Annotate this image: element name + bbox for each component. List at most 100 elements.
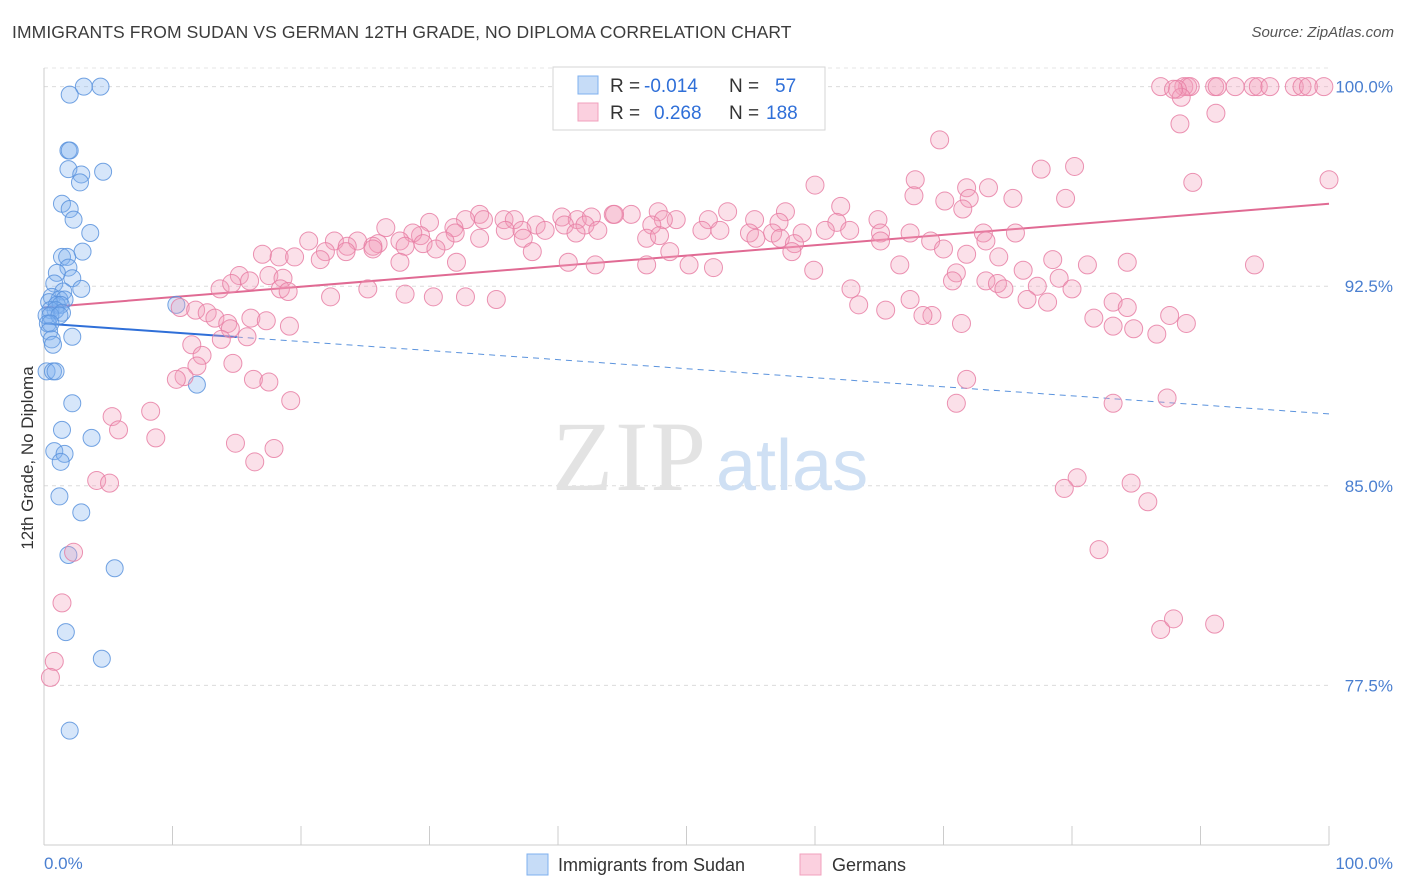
germans-point-151 <box>900 290 920 310</box>
germans-point-131 <box>987 274 1007 294</box>
germans-point-144 <box>278 282 298 302</box>
germans-point-152 <box>849 295 869 315</box>
germans-point-15 <box>1171 87 1191 107</box>
sudan-point-2 <box>60 85 79 104</box>
sudan-point-13 <box>73 242 92 261</box>
legend-n-label-1: N = <box>729 76 759 97</box>
germans-point-143 <box>270 279 290 299</box>
germans-point-189 <box>281 391 301 411</box>
germans-point-21 <box>1031 159 1051 179</box>
germans-point-41 <box>605 204 625 224</box>
germans-point-76 <box>1005 223 1025 243</box>
sudan-point-7 <box>94 162 113 181</box>
germans-trend <box>43 202 1330 309</box>
germans-point-86 <box>746 228 766 248</box>
sudan-point-4 <box>60 141 79 160</box>
germans-point-179 <box>192 345 212 365</box>
trend-lines <box>43 202 1330 415</box>
germans-point-81 <box>512 220 532 240</box>
bottom-legend-swatch-sudan <box>526 853 549 876</box>
germans-point-7 <box>1243 77 1263 97</box>
germans-point-159 <box>951 313 971 333</box>
germans-point-9 <box>1260 77 1280 97</box>
sudan-point-47 <box>82 428 101 447</box>
watermark: ZIP atlas <box>552 401 868 512</box>
germans-point-154 <box>1017 290 1037 310</box>
germans-point-29 <box>959 188 979 208</box>
germans-point-204 <box>64 542 84 562</box>
germans-point-20 <box>1065 156 1085 176</box>
legend-r-label-2: R = <box>610 103 640 124</box>
germans-point-116 <box>310 250 330 270</box>
germans-point-183 <box>166 369 186 389</box>
sudan-point-14 <box>52 247 71 266</box>
germans-point-118 <box>390 252 410 272</box>
germans-point-65 <box>588 220 608 240</box>
germans-point-107 <box>660 242 680 262</box>
legend-n-value-1: 57 <box>775 76 796 97</box>
germans-point-125 <box>890 255 910 275</box>
legend-r-value-1: -0.014 <box>644 76 698 97</box>
germans-point-203 <box>1089 540 1109 560</box>
sudan-point-8 <box>70 173 89 192</box>
germans-point-133 <box>1062 279 1082 299</box>
germans-point-182 <box>174 367 194 387</box>
germans-point-163 <box>170 297 190 317</box>
germans-point-174 <box>1147 324 1167 344</box>
correlation-legend: R = -0.014 N = 57 R = 0.268 N = 188 <box>552 66 826 131</box>
sudan-point-1 <box>91 77 110 96</box>
germans-point-160 <box>1117 297 1137 317</box>
germans-point-79 <box>445 223 465 243</box>
germans-point-70 <box>792 223 812 243</box>
germans-point-213 <box>913 305 933 325</box>
germans-point-16 <box>1164 79 1184 99</box>
germans-point-153 <box>994 279 1014 299</box>
germans-point-30 <box>1003 188 1023 208</box>
y-tick-label-2: 85.0% <box>1345 477 1393 496</box>
sudan-point-50 <box>51 452 70 471</box>
germans-point-40 <box>470 204 490 224</box>
germans-point-140 <box>210 279 230 299</box>
germans-point-52 <box>653 210 673 230</box>
x-tick-label-1: 100.0% <box>1335 854 1393 873</box>
germans-point-198 <box>1121 473 1141 493</box>
sudan-point-54 <box>105 559 124 578</box>
germans-point-122 <box>679 255 699 275</box>
sudan-point-31 <box>52 303 71 322</box>
germans-point-195 <box>264 439 284 459</box>
germans-point-106 <box>522 242 542 262</box>
germans-point-105 <box>426 239 446 259</box>
germans-point-6 <box>1225 77 1245 97</box>
germans-point-112 <box>1043 250 1063 270</box>
germans-point-25 <box>805 175 825 195</box>
germans-point-77 <box>411 226 431 246</box>
germans-point-137 <box>229 266 249 286</box>
germans-point-168 <box>241 308 261 328</box>
germans-point-176 <box>237 327 257 347</box>
legend-n-label-2: N = <box>729 103 759 124</box>
germans-point-13 <box>1314 77 1334 97</box>
germans-point-178 <box>182 335 202 355</box>
germans-point-199 <box>1138 492 1158 512</box>
germans-point-12 <box>1298 77 1318 97</box>
y-tick-label-1: 92.5% <box>1345 277 1393 296</box>
germans-point-59 <box>526 215 546 235</box>
y-tick-label-3: 77.5% <box>1345 676 1393 695</box>
sudan-point-46 <box>52 420 71 439</box>
sudan-point-52 <box>72 503 91 522</box>
germans-point-11 <box>1292 77 1312 97</box>
sudan-point-16 <box>59 258 78 277</box>
germans-point-147 <box>395 284 415 304</box>
germans-point-156 <box>1103 292 1123 312</box>
germans-point-80 <box>470 228 490 248</box>
germans-point-121 <box>637 255 657 275</box>
germans-point-145 <box>321 287 341 307</box>
germans-point-88 <box>784 234 804 254</box>
germans-point-206 <box>1151 619 1171 639</box>
germans-point-36 <box>775 202 795 222</box>
germans-point-103 <box>336 242 356 262</box>
germans-point-68 <box>739 223 759 243</box>
germans-point-73 <box>871 223 891 243</box>
germans-point-209 <box>44 651 64 671</box>
